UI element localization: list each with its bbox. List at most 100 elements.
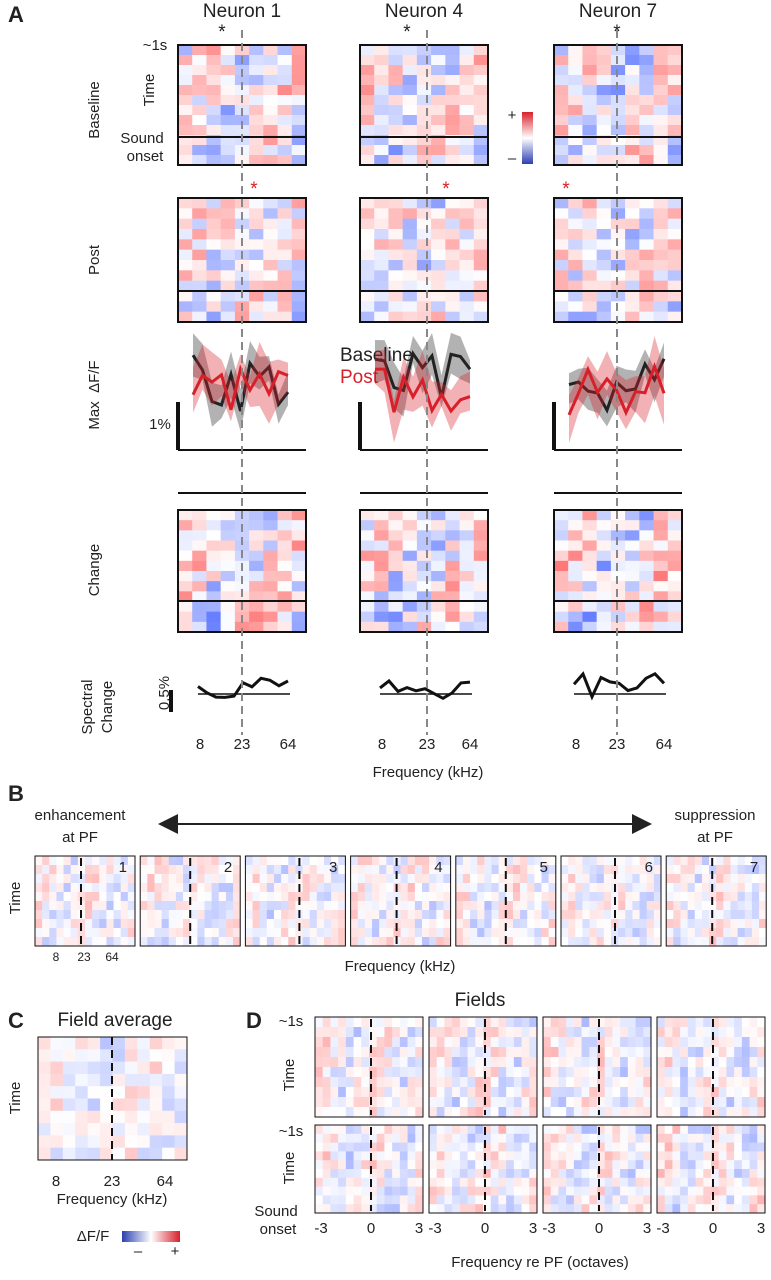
cell xyxy=(452,1027,461,1038)
cell xyxy=(627,1177,637,1188)
cell xyxy=(414,874,423,884)
cell xyxy=(667,249,683,261)
cell xyxy=(475,1125,484,1135)
cell xyxy=(459,510,475,521)
cell xyxy=(75,1061,89,1075)
cell xyxy=(444,1047,453,1058)
cell xyxy=(50,1086,64,1099)
cell xyxy=(445,95,461,106)
cell xyxy=(582,928,591,938)
cell xyxy=(521,1037,530,1048)
cell xyxy=(550,1037,559,1048)
cell xyxy=(124,1086,138,1099)
label: – xyxy=(134,1243,143,1260)
cell xyxy=(543,1067,552,1078)
cell xyxy=(711,1195,720,1205)
cell xyxy=(338,919,346,929)
cell xyxy=(657,1125,666,1135)
cell xyxy=(498,1133,507,1144)
cell xyxy=(653,621,669,633)
cell xyxy=(192,198,207,209)
cell xyxy=(225,928,234,938)
cell xyxy=(388,540,404,552)
cell xyxy=(364,910,373,920)
cell xyxy=(543,1133,552,1144)
cell xyxy=(627,1151,637,1161)
cell xyxy=(568,892,576,902)
frame xyxy=(350,855,452,947)
cell xyxy=(459,45,475,56)
cell xyxy=(178,55,193,66)
cell xyxy=(369,1087,378,1098)
cell xyxy=(288,892,296,902)
cell xyxy=(467,1204,476,1214)
label: 3 xyxy=(329,859,337,876)
cell xyxy=(360,291,375,302)
cell xyxy=(323,937,332,947)
cell xyxy=(429,1177,438,1188)
cell xyxy=(415,1125,424,1135)
cell xyxy=(757,1107,766,1118)
cell xyxy=(653,540,669,552)
cell xyxy=(653,883,662,893)
cell xyxy=(667,571,683,582)
cell xyxy=(392,1133,401,1144)
cell xyxy=(374,280,389,292)
cell xyxy=(459,1195,469,1205)
cell xyxy=(573,1077,583,1088)
cell xyxy=(429,1160,438,1170)
cell xyxy=(415,1047,424,1058)
cell xyxy=(723,856,731,866)
cell xyxy=(734,1087,743,1098)
cell xyxy=(639,883,648,893)
cell xyxy=(263,571,279,582)
cell xyxy=(211,883,220,893)
cell xyxy=(431,581,446,592)
cell xyxy=(211,901,220,911)
cell xyxy=(490,1067,499,1078)
cell xyxy=(192,218,207,230)
cell xyxy=(596,540,612,552)
cell xyxy=(694,901,703,911)
cell xyxy=(610,520,626,531)
frame xyxy=(542,1124,652,1214)
cell xyxy=(639,550,655,562)
cell xyxy=(467,1057,476,1068)
cell xyxy=(694,919,703,929)
cell xyxy=(402,198,418,209)
cell xyxy=(490,1169,499,1179)
cell xyxy=(723,937,731,947)
cell xyxy=(667,280,683,292)
cell xyxy=(610,229,626,240)
cell xyxy=(581,1027,590,1038)
cell xyxy=(445,520,461,531)
cell xyxy=(718,1107,727,1118)
cell xyxy=(436,1125,445,1135)
heatmap xyxy=(37,1036,188,1161)
cell xyxy=(233,892,241,902)
cell xyxy=(393,865,402,875)
cell xyxy=(429,1027,438,1038)
cell xyxy=(734,1037,743,1048)
cell xyxy=(127,883,136,893)
cell xyxy=(75,1147,89,1161)
cell xyxy=(429,1037,438,1048)
cell xyxy=(627,1057,637,1068)
cell xyxy=(220,520,236,531)
cell xyxy=(491,928,500,938)
cell xyxy=(331,892,339,902)
cell xyxy=(353,1017,362,1028)
cell xyxy=(392,1037,401,1048)
cell xyxy=(161,874,170,884)
cell xyxy=(597,1151,606,1161)
cell xyxy=(277,621,293,633)
cell xyxy=(445,571,461,582)
cell xyxy=(402,55,418,66)
cell xyxy=(459,601,475,613)
cell xyxy=(416,135,432,146)
cell xyxy=(612,1097,621,1108)
cell xyxy=(444,1186,453,1196)
cell xyxy=(701,874,710,884)
cell xyxy=(149,1073,163,1087)
cell xyxy=(498,919,507,929)
